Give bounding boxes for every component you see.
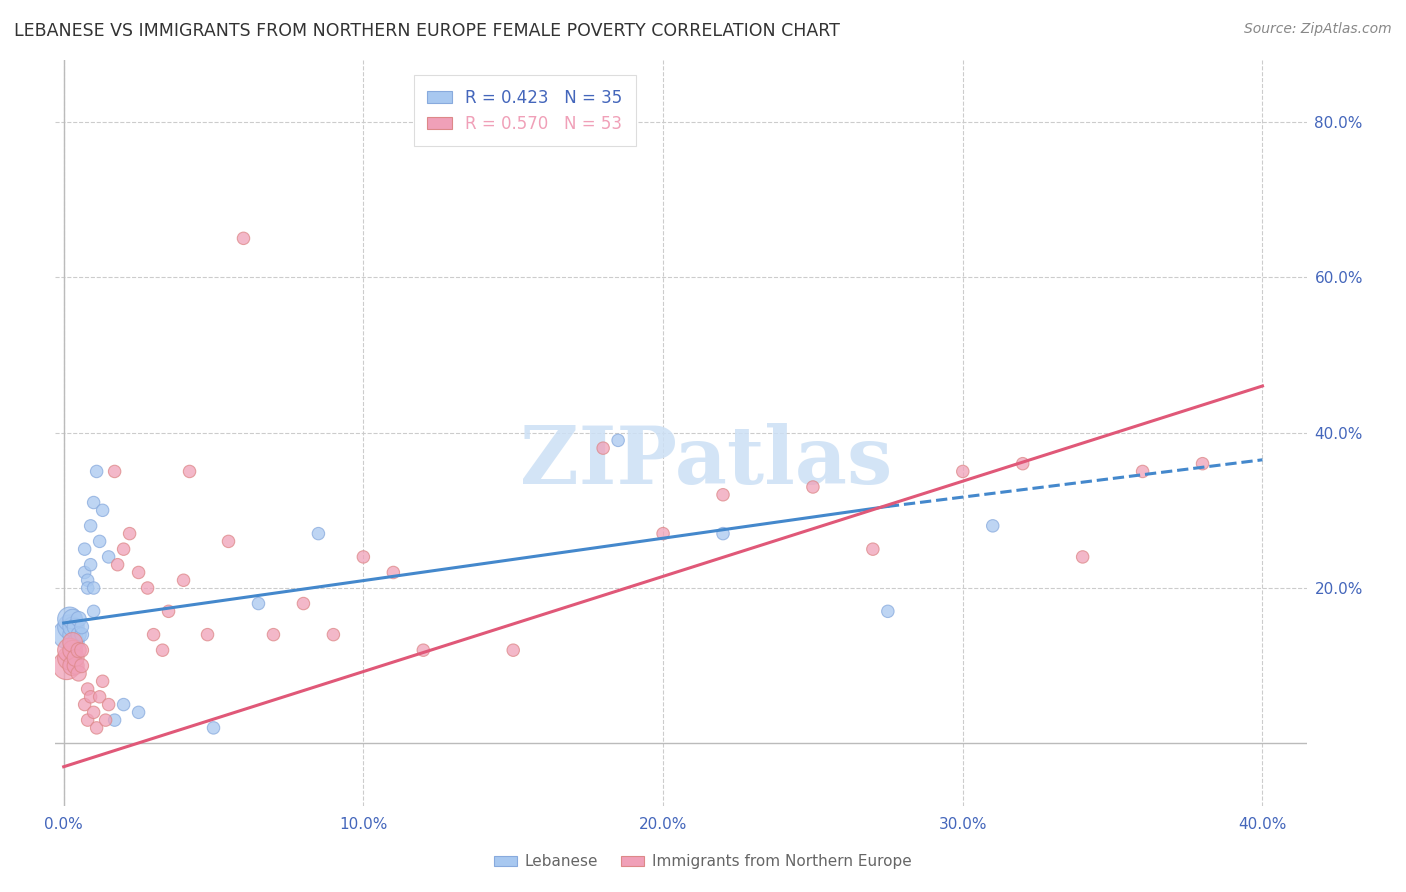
Point	[91, 674, 114, 689]
Point	[202, 721, 225, 735]
Point	[70, 627, 93, 641]
Point	[94, 713, 117, 727]
Point	[59, 643, 82, 657]
Point	[83, 604, 105, 618]
Point	[62, 620, 84, 634]
Point	[711, 526, 734, 541]
Point	[801, 480, 824, 494]
Point	[62, 612, 84, 626]
Point	[112, 542, 135, 557]
Point	[73, 698, 96, 712]
Point	[79, 690, 101, 704]
Point	[607, 434, 630, 448]
Point	[981, 519, 1004, 533]
Point	[876, 604, 898, 618]
Point	[1191, 457, 1213, 471]
Point	[70, 643, 93, 657]
Point	[86, 465, 108, 479]
Point	[197, 627, 219, 641]
Point	[502, 643, 524, 657]
Point	[76, 573, 98, 587]
Point	[67, 627, 90, 641]
Point	[322, 627, 344, 641]
Point	[352, 549, 374, 564]
Point	[79, 519, 101, 533]
Point	[157, 604, 180, 618]
Point	[65, 635, 87, 649]
Point	[232, 231, 254, 245]
Point	[62, 627, 84, 641]
Point	[247, 597, 270, 611]
Point	[67, 666, 90, 681]
Point	[65, 620, 87, 634]
Point	[55, 658, 77, 673]
Point	[65, 658, 87, 673]
Point	[83, 706, 105, 720]
Point	[76, 681, 98, 696]
Point	[97, 698, 120, 712]
Point	[382, 566, 405, 580]
Point	[1132, 465, 1154, 479]
Point	[67, 643, 90, 657]
Point	[1071, 549, 1094, 564]
Point	[76, 713, 98, 727]
Point	[83, 495, 105, 509]
Point	[65, 651, 87, 665]
Text: ZIPatlas: ZIPatlas	[520, 424, 893, 501]
Point	[862, 542, 884, 557]
Point	[62, 643, 84, 657]
Point	[79, 558, 101, 572]
Text: LEBANESE VS IMMIGRANTS FROM NORTHERN EUROPE FEMALE POVERTY CORRELATION CHART: LEBANESE VS IMMIGRANTS FROM NORTHERN EUR…	[14, 22, 839, 40]
Point	[59, 651, 82, 665]
Point	[62, 658, 84, 673]
Point	[73, 542, 96, 557]
Text: Source: ZipAtlas.com: Source: ZipAtlas.com	[1244, 22, 1392, 37]
Point	[59, 620, 82, 634]
Point	[107, 558, 129, 572]
Point	[67, 612, 90, 626]
Point	[152, 643, 174, 657]
Point	[711, 488, 734, 502]
Point	[128, 706, 150, 720]
Legend: Lebanese, Immigrants from Northern Europe: Lebanese, Immigrants from Northern Europ…	[488, 848, 918, 875]
Point	[952, 465, 974, 479]
Point	[179, 465, 201, 479]
Point	[218, 534, 240, 549]
Point	[70, 658, 93, 673]
Point	[104, 465, 127, 479]
Point	[62, 635, 84, 649]
Point	[70, 620, 93, 634]
Point	[262, 627, 284, 641]
Point	[91, 503, 114, 517]
Point	[592, 441, 614, 455]
Point	[73, 566, 96, 580]
Point	[59, 612, 82, 626]
Point	[142, 627, 165, 641]
Point	[412, 643, 434, 657]
Point	[83, 581, 105, 595]
Point	[112, 698, 135, 712]
Point	[89, 534, 111, 549]
Point	[118, 526, 141, 541]
Point	[652, 526, 675, 541]
Point	[89, 690, 111, 704]
Point	[128, 566, 150, 580]
Legend: R = 0.423   N = 35, R = 0.570   N = 53: R = 0.423 N = 35, R = 0.570 N = 53	[413, 76, 636, 146]
Point	[292, 597, 315, 611]
Point	[307, 526, 329, 541]
Point	[55, 627, 77, 641]
Point	[104, 713, 127, 727]
Point	[173, 573, 195, 587]
Point	[97, 549, 120, 564]
Point	[76, 581, 98, 595]
Point	[86, 721, 108, 735]
Point	[136, 581, 159, 595]
Point	[1011, 457, 1033, 471]
